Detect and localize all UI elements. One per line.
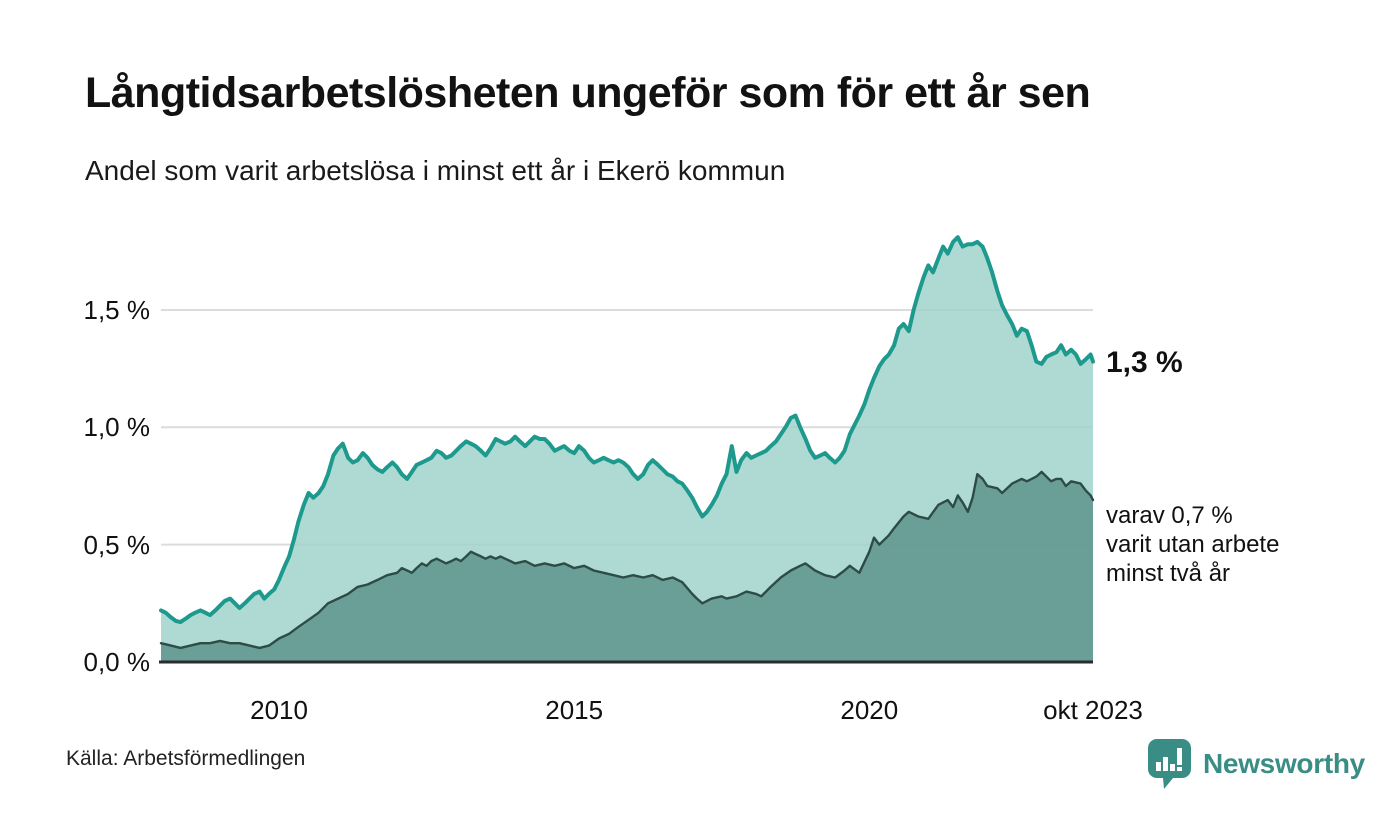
newsworthy-logo[interactable]: Newsworthy bbox=[1146, 738, 1365, 790]
y-tick-label: 0,0 % bbox=[83, 647, 151, 677]
secondary-series-label-line: minst två år bbox=[1106, 560, 1231, 587]
logo-bar-small bbox=[1156, 762, 1161, 771]
secondary-series-label: varav 0,7 % varit utan arbete minst två … bbox=[1106, 501, 1279, 588]
x-tick-label: 2015 bbox=[545, 695, 604, 725]
chart-title: Långtidsarbetslösheten ungeför som för e… bbox=[85, 69, 1091, 117]
x-tick-label: okt 2023 bbox=[1043, 695, 1143, 725]
logo-bar-medium bbox=[1170, 764, 1175, 771]
source-label: Källa: Arbetsförmedlingen bbox=[66, 747, 306, 770]
series-line-total bbox=[159, 235, 1095, 625]
newsworthy-speech-bubble-icon bbox=[1148, 739, 1191, 789]
y-tick-label: 1,0 % bbox=[83, 412, 151, 443]
newsworthy-wordmark: Newsworthy bbox=[1203, 748, 1365, 779]
x-tick-label: 2010 bbox=[250, 695, 308, 725]
area-fill-two-years bbox=[161, 471, 1093, 662]
latest-value-label: 1,3 % bbox=[1106, 346, 1183, 379]
logo-exclamation-stem bbox=[1177, 748, 1182, 765]
y-tick-label: 1,5 % bbox=[83, 294, 151, 325]
x-tick-label: 2020 bbox=[840, 695, 899, 725]
logo-bar-tall bbox=[1163, 757, 1168, 771]
chart-subtitle: Andel som varit arbetslösa i minst ett å… bbox=[85, 155, 786, 186]
series-line-two-years bbox=[159, 470, 1095, 650]
secondary-series-label-line: varav 0,7 % bbox=[1106, 502, 1233, 529]
area-fill-total bbox=[161, 237, 1093, 662]
logo-exclamation-dot bbox=[1177, 767, 1182, 771]
y-tick-label: 0,5 % bbox=[83, 529, 151, 560]
secondary-series-label-line: varit utan arbete bbox=[1106, 531, 1280, 558]
